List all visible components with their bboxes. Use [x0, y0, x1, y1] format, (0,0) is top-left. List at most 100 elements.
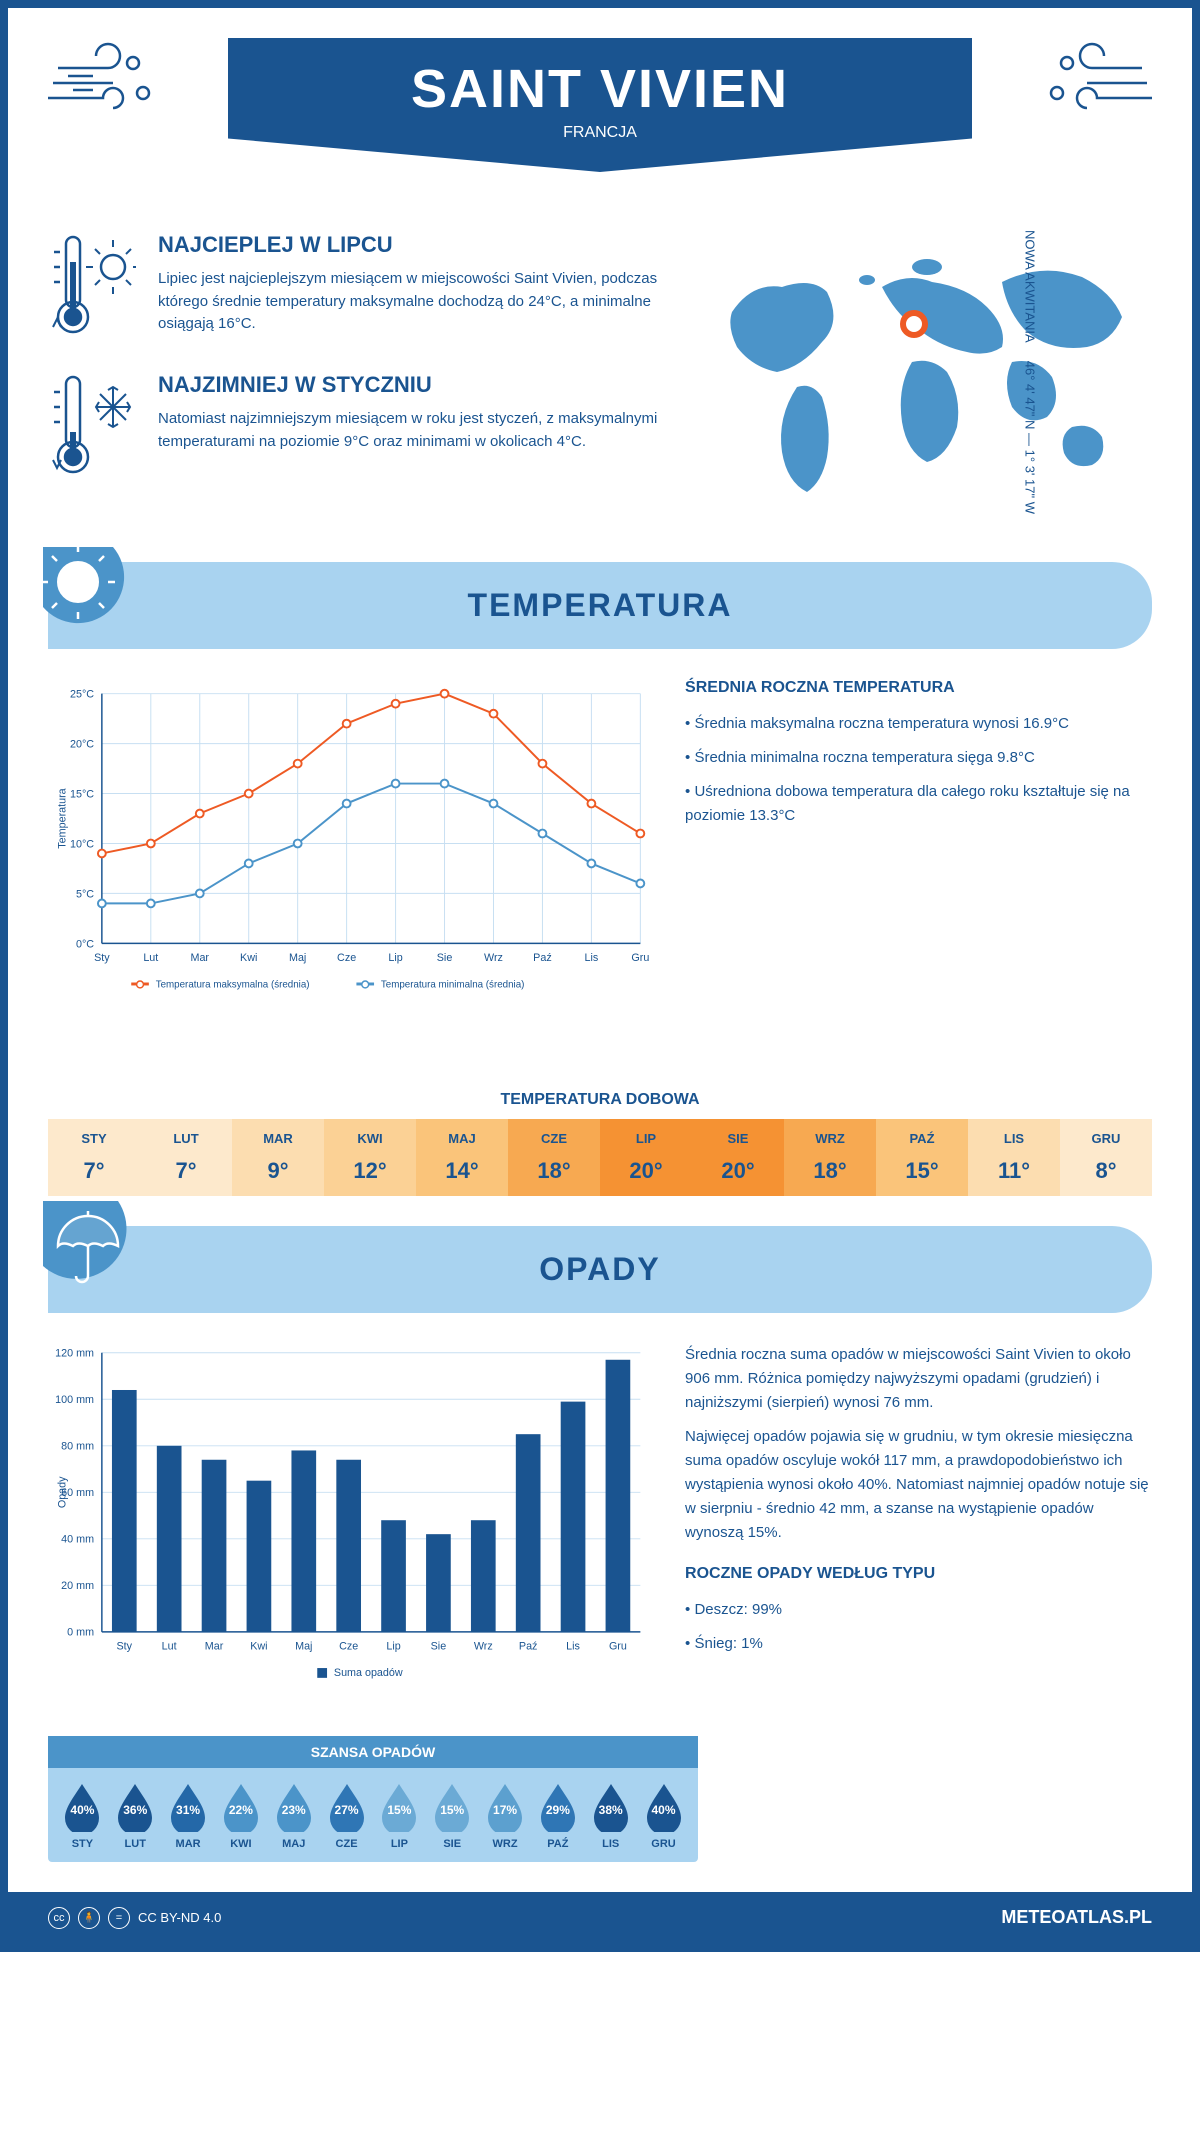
daily-cell: MAR9°	[232, 1119, 324, 1196]
svg-text:Temperatura: Temperatura	[57, 788, 69, 848]
wind-icon-left	[48, 38, 168, 128]
chance-cell: 40%GRU	[637, 1780, 690, 1850]
daily-value: 15°	[876, 1158, 968, 1184]
svg-text:Wrz: Wrz	[474, 1640, 493, 1652]
svg-text:Lis: Lis	[566, 1640, 580, 1652]
rain-drop-icon: 17%	[484, 1780, 526, 1832]
svg-text:Temperatura maksymalna (średni: Temperatura maksymalna (średnia)	[156, 979, 310, 990]
svg-text:10°C: 10°C	[70, 838, 94, 850]
chance-cell: 17%WRZ	[479, 1780, 532, 1850]
daily-month: STY	[48, 1131, 140, 1146]
location-title: SAINT VIVIEN	[228, 58, 972, 120]
coldest-block: NAJZIMNIEJ W STYCZNIU Natomiast najzimni…	[48, 372, 672, 482]
rain-chance-panel: SZANSA OPADÓW 40%STY36%LUT31%MAR22%KWI23…	[48, 1736, 698, 1862]
temperature-section-header: TEMPERATURA	[48, 562, 1152, 649]
precipitation-title: OPADY	[48, 1251, 1152, 1288]
rain-drop-icon: 31%	[167, 1780, 209, 1832]
bytype-title: ROCZNE OPADY WEDŁUG TYPU	[685, 1565, 1152, 1583]
svg-text:120 mm: 120 mm	[55, 1348, 94, 1360]
svg-text:15°C: 15°C	[70, 788, 94, 800]
coldest-text: Natomiast najzimniejszym miesiącem w rok…	[158, 408, 672, 453]
cc-icon: cc	[48, 1907, 70, 1929]
by-icon: 🧍	[78, 1907, 100, 1929]
svg-text:Lis: Lis	[585, 952, 599, 964]
precip-para-1: Średnia roczna suma opadów w miejscowośc…	[685, 1343, 1152, 1415]
daily-cell: LIP 20°	[600, 1119, 692, 1196]
chance-cell: 29%PAŹ	[531, 1780, 584, 1850]
daily-cell: PAŹ 15°	[876, 1119, 968, 1196]
svg-text:Lut: Lut	[143, 952, 158, 964]
precipitation-text: Średnia roczna suma opadów w miejscowośc…	[685, 1343, 1152, 1695]
site-name: METEOATLAS.PL	[1001, 1907, 1152, 1928]
daily-value: 20°	[600, 1158, 692, 1184]
daily-month: LIP	[600, 1131, 692, 1146]
daily-cell: GRU8°	[1060, 1119, 1152, 1196]
chance-month: SIE	[426, 1838, 479, 1850]
daily-month: CZE	[508, 1131, 600, 1146]
chance-cell: 40%STY	[56, 1780, 109, 1850]
stat-item: Średnia minimalna roczna temperatura się…	[685, 746, 1152, 770]
svg-text:Maj: Maj	[289, 952, 306, 964]
daily-month: SIE	[692, 1131, 784, 1146]
daily-month: WRZ	[784, 1131, 876, 1146]
svg-text:Sty: Sty	[117, 1640, 133, 1652]
svg-text:Temperatura minimalna (średnia: Temperatura minimalna (średnia)	[381, 979, 525, 990]
daily-cell: SIE20°	[692, 1119, 784, 1196]
svg-text:40 mm: 40 mm	[61, 1534, 94, 1546]
summary-section: NAJCIEPLEJ W LIPCU Lipiec jest najcieple…	[8, 212, 1192, 542]
chance-cell: 36% LUT	[109, 1780, 162, 1850]
temperature-stats: ŚREDNIA ROCZNA TEMPERATURA Średnia maksy…	[685, 679, 1152, 1051]
thermometer-cold-icon	[48, 372, 138, 482]
umbrella-icon	[43, 1201, 143, 1301]
svg-text:Opady: Opady	[57, 1476, 69, 1508]
svg-text:Sie: Sie	[431, 1640, 447, 1652]
daily-month: PAŹ	[876, 1131, 968, 1146]
svg-text:Suma opadów: Suma opadów	[334, 1667, 403, 1679]
chance-cell: 22%KWI	[214, 1780, 267, 1850]
chance-month: LUT	[109, 1838, 162, 1850]
page-footer: cc 🧍 = CC BY-ND 4.0 METEOATLAS.PL	[8, 1892, 1192, 1944]
daily-value: 7°	[48, 1158, 140, 1184]
warmest-title: NAJCIEPLEJ W LIPCU	[158, 232, 672, 258]
svg-text:20 mm: 20 mm	[61, 1580, 94, 1592]
daily-month: MAR	[232, 1131, 324, 1146]
chance-cell: 38%LIS	[584, 1780, 637, 1850]
temperature-chart: 0°C5°C10°C15°C20°C25°CStyLutMarKwiMajCze…	[48, 679, 655, 1051]
svg-text:Paź: Paź	[533, 952, 552, 964]
nd-icon: =	[108, 1907, 130, 1929]
svg-text:25°C: 25°C	[70, 689, 94, 701]
location-country: FRANCJA	[228, 124, 972, 142]
coordinates-label: NOWA AKWITANIA 46° 4' 47" N — 1° 3' 17" …	[1023, 230, 1038, 514]
rain-drop-icon: 15%	[378, 1780, 420, 1832]
rain-drop-icon: 27%	[326, 1780, 368, 1832]
daily-month: GRU	[1060, 1131, 1152, 1146]
rain-drop-icon: 36%	[114, 1780, 156, 1832]
svg-text:Lip: Lip	[388, 952, 402, 964]
svg-text:Sty: Sty	[94, 952, 110, 964]
daily-month: MAJ	[416, 1131, 508, 1146]
daily-value: 14°	[416, 1158, 508, 1184]
world-map: NOWA AKWITANIA 46° 4' 47" N — 1° 3' 17" …	[702, 232, 1152, 512]
wind-icon-right	[1032, 38, 1152, 128]
chance-cell: 15%SIE	[426, 1780, 479, 1850]
daily-value: 18°	[508, 1158, 600, 1184]
daily-value: 18°	[784, 1158, 876, 1184]
rain-drop-icon: 40%	[643, 1780, 685, 1832]
daily-value: 12°	[324, 1158, 416, 1184]
daily-month: LUT	[140, 1131, 232, 1146]
daily-cell: LUT 7°	[140, 1119, 232, 1196]
chance-cell: 27%CZE	[320, 1780, 373, 1850]
svg-text:Cze: Cze	[339, 1640, 358, 1652]
chance-cell: 15%LIP	[373, 1780, 426, 1850]
title-banner: SAINT VIVIEN FRANCJA	[228, 38, 972, 172]
chance-cell: 23%MAJ	[267, 1780, 320, 1850]
daily-cell: STY 7°	[48, 1119, 140, 1196]
chance-month: PAŹ	[531, 1838, 584, 1850]
svg-text:5°C: 5°C	[76, 888, 94, 900]
chance-cell: 31%MAR	[162, 1780, 215, 1850]
daily-month: KWI	[324, 1131, 416, 1146]
daily-value: 7°	[140, 1158, 232, 1184]
daily-value: 11°	[968, 1158, 1060, 1184]
svg-text:20°C: 20°C	[70, 739, 94, 751]
svg-text:Paź: Paź	[519, 1640, 538, 1652]
